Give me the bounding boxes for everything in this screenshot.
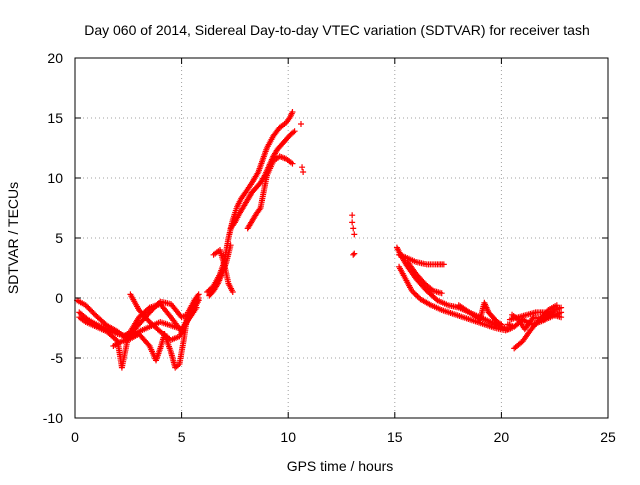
data-point (150, 305, 157, 312)
series-track-f (204, 109, 296, 295)
series-track-o (455, 299, 505, 328)
y-tick-label: 10 (47, 170, 63, 186)
series-track-l (396, 251, 447, 268)
data-point (87, 307, 94, 314)
y-tick-label: -5 (51, 350, 64, 366)
y-tick-label: 15 (47, 110, 63, 126)
data-point (433, 296, 440, 303)
data-point (413, 292, 420, 298)
x-tick-label: 25 (600, 429, 616, 445)
data-point (151, 304, 158, 310)
y-tick-label: -10 (43, 410, 63, 426)
series-track-m (396, 263, 516, 334)
series-track-c (76, 297, 202, 371)
data-point (146, 309, 153, 316)
data-point (350, 225, 357, 232)
data-point (154, 301, 161, 308)
x-tick-label: 15 (387, 429, 403, 445)
y-tick-label: 20 (47, 50, 63, 66)
data-point (411, 290, 418, 297)
data-point (90, 310, 97, 317)
data-point (558, 304, 565, 311)
data-point (149, 306, 156, 313)
data-point (153, 302, 160, 309)
chart-title: Day 060 of 2014, Sidereal Day-to-day VTE… (84, 22, 590, 38)
data-point (349, 219, 356, 226)
x-tick-label: 20 (494, 429, 510, 445)
series-track-j (206, 242, 234, 299)
axis-ticks: 0 5 10 15 20 25 -10 -5 0 5 10 15 20 (43, 50, 616, 445)
x-tick-label: 5 (178, 429, 186, 445)
y-tick-label: 5 (55, 230, 63, 246)
data-point (195, 295, 202, 301)
series-track-i (244, 153, 296, 232)
x-tick-label: 10 (280, 429, 296, 445)
data-point (85, 304, 92, 311)
data-point (145, 341, 152, 348)
data-point (351, 250, 358, 257)
data-point (83, 303, 90, 310)
y-tick-label: 0 (55, 290, 63, 306)
data-point (86, 306, 93, 313)
data-point (289, 160, 296, 167)
data-point (289, 109, 296, 115)
data-point (350, 251, 357, 258)
x-tick-label: 0 (71, 429, 79, 445)
data-points (74, 109, 565, 371)
series-track-e (127, 291, 202, 343)
data-point (297, 121, 304, 127)
data-point (349, 212, 356, 219)
series-track-g (210, 247, 236, 295)
data-point (440, 261, 447, 268)
y-axis-label: SDTVAR / TECUs (5, 182, 21, 294)
data-point (498, 321, 505, 328)
x-axis-label: GPS time / hours (287, 458, 394, 474)
data-point (82, 302, 89, 309)
data-point (291, 128, 298, 135)
data-point (89, 308, 96, 315)
series-track-h (227, 128, 298, 232)
plot-frame (74, 57, 609, 419)
data-point (147, 308, 154, 315)
data-point (299, 164, 306, 171)
data-point (438, 290, 445, 297)
grid (75, 58, 608, 418)
series-track-n (404, 259, 445, 297)
data-point (351, 231, 358, 238)
series-track-s (509, 304, 565, 333)
data-point (300, 169, 307, 175)
data-point (227, 242, 234, 249)
data-point (229, 289, 236, 295)
series-isolated (297, 121, 358, 258)
